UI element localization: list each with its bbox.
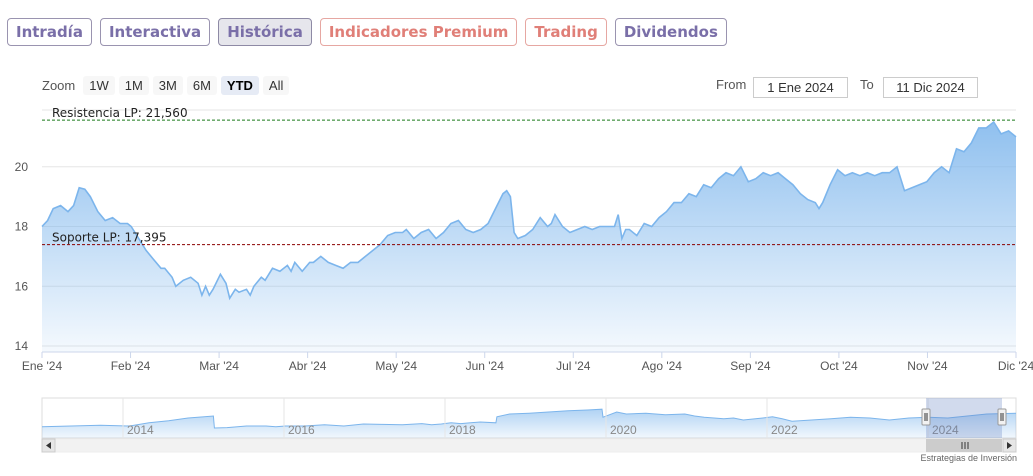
x-tick-label-7: Ago '24 [642, 359, 683, 373]
x-tick-label-8: Sep '24 [730, 359, 771, 373]
to-label: To [860, 77, 874, 92]
y-tick-label-18: 18 [15, 220, 29, 234]
tab-dividendos[interactable]: Dividendos [614, 18, 727, 46]
navigator-label-5: 2024 [932, 423, 959, 437]
x-tick-label-9: Oct '24 [820, 359, 858, 373]
scrollbar-thumb[interactable] [926, 439, 1002, 452]
zoom-button-1m[interactable]: 1M [118, 76, 149, 95]
x-tick-label-6: Jul '24 [556, 359, 591, 373]
zoom-button-all[interactable]: All [262, 76, 290, 95]
y-tick-label-14: 14 [15, 339, 29, 353]
navigator-handle-0[interactable] [921, 408, 931, 426]
navigator-label-2: 2018 [449, 423, 476, 437]
zoom-button-3m[interactable]: 3M [152, 76, 183, 95]
tab-trading[interactable]: Trading [525, 18, 607, 46]
zoom-buttons: 1W 1M 3M 6M YTD All [83, 76, 293, 95]
tab-intrad-a[interactable]: Intradía [7, 18, 92, 46]
zoom-button-6m[interactable]: 6M [186, 76, 217, 95]
tab-bar: Intradía Interactiva Histórica Indicadores … [7, 18, 727, 46]
annotation-label-0: Resistencia LP: 21,560 [52, 106, 188, 120]
from-label: From [716, 77, 747, 92]
x-tick-label-3: Abr '24 [289, 359, 327, 373]
scroll-right-arrow-icon [1007, 442, 1012, 449]
x-tick-label-10: Nov '24 [907, 359, 948, 373]
y-tick-label-20: 20 [15, 160, 29, 174]
scroll-left-arrow-icon [46, 442, 51, 449]
zoom-label: Zoom [42, 78, 76, 93]
scrollbar-track [41, 438, 1017, 453]
tab-indicadores-premium[interactable]: Indicadores Premium [319, 18, 518, 46]
x-tick-label-1: Feb '24 [111, 359, 151, 373]
to-date-input[interactable]: 11 Dic 2024 [883, 77, 978, 98]
navigator-line [41, 408, 1017, 429]
zoom-button-ytd[interactable]: YTD [220, 76, 259, 95]
navigator-label-1: 2016 [288, 423, 315, 437]
x-tick-label-5: Jun '24 [466, 359, 505, 373]
zoom-selector: Zoom 1W 1M 3M 6M YTD All [42, 76, 293, 95]
tab-interactiva[interactable]: Interactiva [99, 18, 211, 46]
x-tick-label-2: Mar '24 [199, 359, 239, 373]
x-tick-label-4: May '24 [375, 359, 417, 373]
credit-text: Estrategias de Inversión [920, 453, 1017, 463]
navigator-label-0: 2014 [127, 423, 154, 437]
navigator-label-3: 2020 [610, 423, 637, 437]
y-tick-label-16: 16 [15, 279, 29, 293]
from-date-input[interactable]: 1 Ene 2024 [753, 77, 848, 98]
x-tick-label-11: Dic '24 [998, 359, 1033, 373]
tab-hist-rica[interactable]: Histórica [218, 18, 312, 46]
price-area [42, 122, 1016, 352]
navigator-handle-1[interactable] [997, 408, 1007, 426]
annotation-label-1: Soporte LP: 17,395 [52, 231, 167, 245]
x-tick-label-0: Ene '24 [22, 359, 63, 373]
zoom-button-1w[interactable]: 1W [83, 76, 115, 95]
price-line [41, 120, 1017, 301]
navigator-area [42, 409, 1016, 438]
navigator-label-4: 2022 [771, 423, 798, 437]
navigator-selection [926, 398, 1002, 438]
